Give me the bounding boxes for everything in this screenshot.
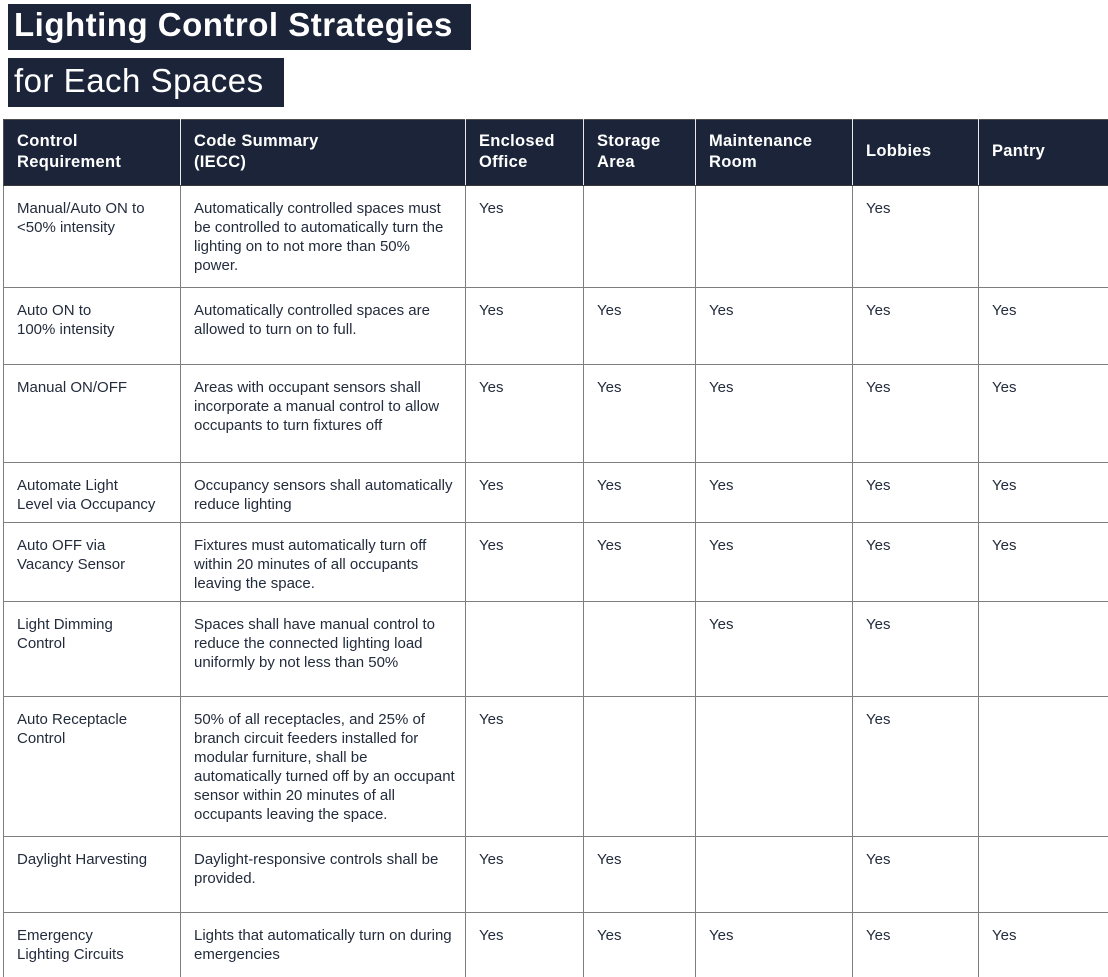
- lobbies-cell: Yes: [852, 364, 979, 463]
- code-summary-cell: Lights that automatically turn on during…: [180, 912, 466, 977]
- pantry-cell: [978, 185, 1108, 288]
- table-row: Daylight Harvesting Daylight-responsive …: [3, 836, 1108, 914]
- maintenance-room-cell: Yes: [695, 364, 853, 463]
- lobbies-cell: Yes: [852, 461, 979, 524]
- table-body: Manual/Auto ON to <50% intensity Automat…: [3, 185, 1108, 977]
- pantry-cell: Yes: [978, 912, 1108, 977]
- enclosed-office-cell: Yes: [465, 696, 584, 838]
- storage-area-cell: [583, 696, 696, 838]
- enclosed-office-cell: Yes: [465, 364, 584, 463]
- requirement-cell: Auto OFF via Vacancy Sensor: [3, 522, 181, 603]
- pantry-cell: Yes: [978, 461, 1108, 524]
- header-pantry: Pantry: [978, 119, 1108, 186]
- enclosed-office-cell: Yes: [465, 912, 584, 977]
- table-row: Automate Light Level via Occupancy Occup…: [3, 461, 1108, 524]
- title-line-2: for Each Spaces: [8, 58, 1108, 107]
- code-summary-cell: Areas with occupant sensors shall incorp…: [180, 364, 466, 463]
- lighting-control-table: Control Requirement Code Summary (IECC) …: [3, 119, 1108, 977]
- storage-area-cell: Yes: [583, 836, 696, 914]
- code-summary-cell: Automatically controlled spaces must be …: [180, 185, 466, 288]
- maintenance-room-cell: Yes: [695, 522, 853, 603]
- requirement-cell: Auto ON to 100% intensity: [3, 287, 181, 365]
- table-row: Manual ON/OFF Areas with occupant sensor…: [3, 364, 1108, 463]
- header-maintenance-room: Maintenance Room: [695, 119, 853, 186]
- table-row: Manual/Auto ON to <50% intensity Automat…: [3, 185, 1108, 288]
- code-summary-cell: Spaces shall have manual control to redu…: [180, 601, 466, 698]
- table-header: Control Requirement Code Summary (IECC) …: [3, 119, 1108, 186]
- lobbies-cell: Yes: [852, 185, 979, 288]
- lobbies-cell: Yes: [852, 912, 979, 977]
- maintenance-room-cell: [695, 696, 853, 838]
- requirement-cell: Daylight Harvesting: [3, 836, 181, 914]
- page-title: Lighting Control Strategies for Each Spa…: [0, 0, 1108, 107]
- requirement-cell: Emergency Lighting Circuits: [3, 912, 181, 977]
- title-main: Lighting Control Strategies: [8, 4, 471, 50]
- lobbies-cell: Yes: [852, 287, 979, 365]
- title-sub: for Each Spaces: [8, 58, 284, 107]
- requirement-cell: Auto Receptacle Control: [3, 696, 181, 838]
- storage-area-cell: [583, 601, 696, 698]
- code-summary-cell: Occupancy sensors shall automatically re…: [180, 461, 466, 524]
- pantry-cell: [978, 836, 1108, 914]
- table-row: Auto ON to 100% intensity Automatically …: [3, 287, 1108, 365]
- lobbies-cell: Yes: [852, 522, 979, 603]
- requirement-cell: Light Dimming Control: [3, 601, 181, 698]
- enclosed-office-cell: Yes: [465, 522, 584, 603]
- header-lobbies: Lobbies: [852, 119, 979, 186]
- maintenance-room-cell: [695, 185, 853, 288]
- maintenance-room-cell: Yes: [695, 601, 853, 698]
- enclosed-office-cell: Yes: [465, 185, 584, 288]
- pantry-cell: [978, 601, 1108, 698]
- table-row: Auto OFF via Vacancy Sensor Fixtures mus…: [3, 522, 1108, 603]
- table-row: Auto Receptacle Control 50% of all recep…: [3, 696, 1108, 838]
- storage-area-cell: Yes: [583, 364, 696, 463]
- code-summary-cell: 50% of all receptacles, and 25% of branc…: [180, 696, 466, 838]
- enclosed-office-cell: [465, 601, 584, 698]
- maintenance-room-cell: [695, 836, 853, 914]
- maintenance-room-cell: Yes: [695, 461, 853, 524]
- header-code-summary: Code Summary (IECC): [180, 119, 466, 186]
- header-storage-area: Storage Area: [583, 119, 696, 186]
- pantry-cell: Yes: [978, 287, 1108, 365]
- title-line-1: Lighting Control Strategies: [8, 4, 1108, 50]
- header-control-requirement: Control Requirement: [3, 119, 181, 186]
- maintenance-room-cell: Yes: [695, 287, 853, 365]
- pantry-cell: [978, 696, 1108, 838]
- lobbies-cell: Yes: [852, 601, 979, 698]
- enclosed-office-cell: Yes: [465, 461, 584, 524]
- lobbies-cell: Yes: [852, 696, 979, 838]
- requirement-cell: Manual/Auto ON to <50% intensity: [3, 185, 181, 288]
- code-summary-cell: Daylight-responsive controls shall be pr…: [180, 836, 466, 914]
- requirement-cell: Automate Light Level via Occupancy: [3, 461, 181, 524]
- storage-area-cell: Yes: [583, 287, 696, 365]
- storage-area-cell: Yes: [583, 461, 696, 524]
- enclosed-office-cell: Yes: [465, 836, 584, 914]
- pantry-cell: Yes: [978, 364, 1108, 463]
- table-row: Emergency Lighting Circuits Lights that …: [3, 912, 1108, 977]
- lobbies-cell: Yes: [852, 836, 979, 914]
- maintenance-room-cell: Yes: [695, 912, 853, 977]
- storage-area-cell: Yes: [583, 912, 696, 977]
- requirement-cell: Manual ON/OFF: [3, 364, 181, 463]
- header-enclosed-office: Enclosed Office: [465, 119, 584, 186]
- storage-area-cell: Yes: [583, 522, 696, 603]
- code-summary-cell: Automatically controlled spaces are allo…: [180, 287, 466, 365]
- code-summary-cell: Fixtures must automatically turn off wit…: [180, 522, 466, 603]
- table-row: Light Dimming Control Spaces shall have …: [3, 601, 1108, 698]
- enclosed-office-cell: Yes: [465, 287, 584, 365]
- pantry-cell: Yes: [978, 522, 1108, 603]
- header-row: Control Requirement Code Summary (IECC) …: [3, 119, 1108, 186]
- storage-area-cell: [583, 185, 696, 288]
